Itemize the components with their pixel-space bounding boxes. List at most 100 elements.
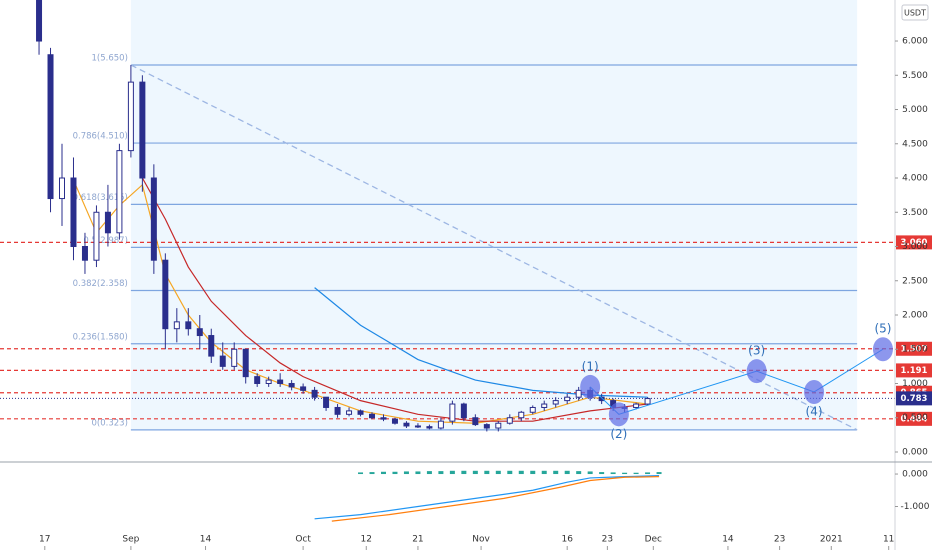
candle-body (403, 422, 410, 427)
y-tick-label: 2.500 (902, 276, 928, 286)
candle-body (36, 0, 43, 42)
candle-body (552, 400, 559, 405)
y-tick-label: 5.500 (902, 71, 928, 81)
x-tick-label: 23 (602, 535, 613, 545)
candle-body (196, 328, 203, 337)
fib-trendline (130, 64, 858, 431)
histogram-bar (610, 472, 616, 475)
x-tick-label: 16 (561, 535, 573, 545)
histogram-bar (622, 472, 628, 475)
wave-label: (2) (610, 427, 627, 441)
histogram-bar (484, 470, 490, 475)
price-tag-label: 0.484 (901, 414, 928, 424)
unit-box[interactable] (901, 4, 929, 21)
candle-body (437, 420, 444, 429)
histogram-bar (472, 470, 478, 475)
candle-body (334, 406, 341, 415)
candle-body (185, 321, 192, 330)
fib-label: 1(5.650) (92, 54, 128, 64)
histogram-bar (645, 472, 651, 475)
last-price-tag (896, 391, 932, 406)
histogram-bar (403, 471, 409, 475)
candle-body (541, 403, 548, 408)
histogram-bar (564, 470, 570, 475)
wave-label: (3) (748, 344, 765, 358)
candle-body (460, 403, 467, 419)
candle-body (311, 389, 318, 398)
histogram-bar (518, 470, 524, 475)
y-tick-label: 5.000 (902, 105, 928, 115)
wave-point (608, 402, 629, 427)
wave-point (746, 359, 767, 384)
candle-body (506, 417, 513, 424)
candle-body (254, 376, 261, 384)
y-tick-label: 0.000 (902, 447, 928, 457)
candle-body (529, 406, 536, 413)
histogram-bar (541, 470, 547, 475)
fib-label: 0(0.323) (92, 418, 128, 428)
candle-body (472, 417, 479, 426)
fib-label: 0.5(2.987) (83, 236, 127, 246)
candle-body (495, 422, 502, 429)
candle-body (139, 81, 146, 179)
x-tick-label: Oct (295, 535, 311, 545)
histogram-bar (380, 471, 386, 475)
price-tag (896, 411, 932, 426)
histogram-bar (553, 470, 559, 475)
histogram-bar (426, 471, 432, 475)
candle-body (231, 348, 238, 367)
candle-body (644, 398, 651, 405)
fib-label: 0.236(1.580) (73, 332, 128, 342)
candle-body (162, 259, 169, 330)
candle-body (104, 211, 111, 234)
candle-body (265, 379, 272, 384)
wave-point (580, 374, 601, 399)
x-tick-label: 2021 (820, 535, 843, 545)
histogram-bar (392, 471, 398, 475)
price-tag (896, 363, 932, 378)
fib-zone (130, 0, 858, 430)
wave-label: (5) (874, 322, 891, 336)
x-tick-label: Sep (122, 535, 139, 545)
price-tag-label: 1.191 (901, 366, 928, 376)
histogram-bar (530, 470, 536, 475)
candle-body (391, 418, 398, 424)
histogram-bar (369, 472, 375, 475)
price-tag (896, 235, 932, 250)
histogram-bar (415, 471, 421, 475)
fib-label: 0.382(2.358) (73, 279, 128, 289)
candle-body (300, 386, 307, 391)
candle-body (173, 321, 180, 330)
candle-body (127, 81, 134, 152)
candle-body (380, 417, 387, 420)
histogram-bar (599, 472, 605, 475)
candle-body (323, 396, 330, 408)
axis-unit: USDT (904, 9, 926, 18)
y-tick-label: -1.000 (900, 502, 929, 512)
moving-average (141, 177, 648, 422)
moving-average (72, 179, 648, 424)
plot-layer: 1(5.650) 0.786(4.510) 0.618(3.615) 0.5(2.98… (0, 0, 895, 522)
candle-body (518, 411, 525, 419)
candle-body (369, 413, 376, 419)
candle-body (449, 403, 456, 422)
price-tag-label: 1.507 (901, 344, 928, 354)
fib-label: 0.618(3.615) (73, 193, 128, 203)
candle-body (483, 424, 490, 429)
candle-body (242, 348, 249, 378)
histogram-bar (438, 471, 444, 475)
histogram-bar (576, 471, 582, 475)
oscillator-line (314, 475, 660, 520)
price-tag (896, 341, 932, 356)
candle-body (150, 177, 157, 261)
y-tick-label: 0.500 (902, 413, 928, 423)
y-tick-label: 4.500 (902, 139, 928, 149)
candle-body (219, 355, 226, 367)
x-tick-label: 17 (39, 535, 50, 545)
candle-body (426, 426, 433, 429)
histogram-bar (633, 472, 639, 475)
y-tick-label: 3.000 (902, 242, 928, 252)
candle-body (564, 396, 571, 402)
